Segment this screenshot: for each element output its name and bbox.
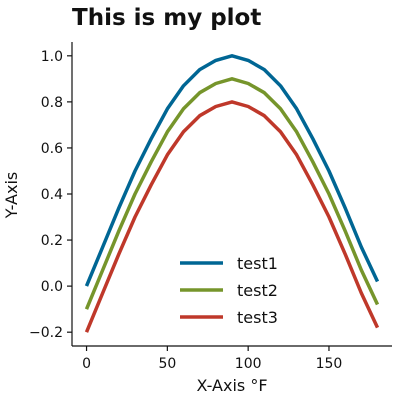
series-line-test1	[84, 54, 380, 287]
series-line-test3	[84, 100, 380, 333]
y-tick-label: 0.6	[41, 141, 63, 157]
legend: test1 test2 test3	[180, 254, 278, 327]
x-tick-label: 0	[82, 356, 91, 372]
x-tick-label: 150	[316, 356, 343, 372]
y-tick-label: 0.4	[41, 187, 63, 203]
y-tick-label: −0.2	[29, 325, 63, 341]
x-axis-label: X-Axis °F	[196, 376, 267, 395]
series-lines	[84, 54, 380, 333]
y-tick-label: 0.0	[41, 279, 63, 295]
y-tick-label: 1.0	[41, 49, 63, 65]
y-tick-label: 0.8	[41, 95, 63, 111]
chart-title: This is my plot	[72, 5, 261, 31]
series-line-test2	[84, 77, 380, 310]
y-tick-label: 0.2	[41, 233, 63, 249]
axes: 0 50 100 150 −0.2 0.0 0.2 0.4 0.6 0.8 1.0	[29, 42, 392, 372]
legend-label-test1: test1	[237, 254, 278, 273]
legend-label-test3: test3	[237, 308, 278, 327]
legend-label-test2: test2	[237, 281, 278, 300]
y-axis-label: Y-Axis	[2, 172, 21, 220]
x-tick-label: 50	[158, 356, 176, 372]
x-tick-label: 100	[235, 356, 262, 372]
